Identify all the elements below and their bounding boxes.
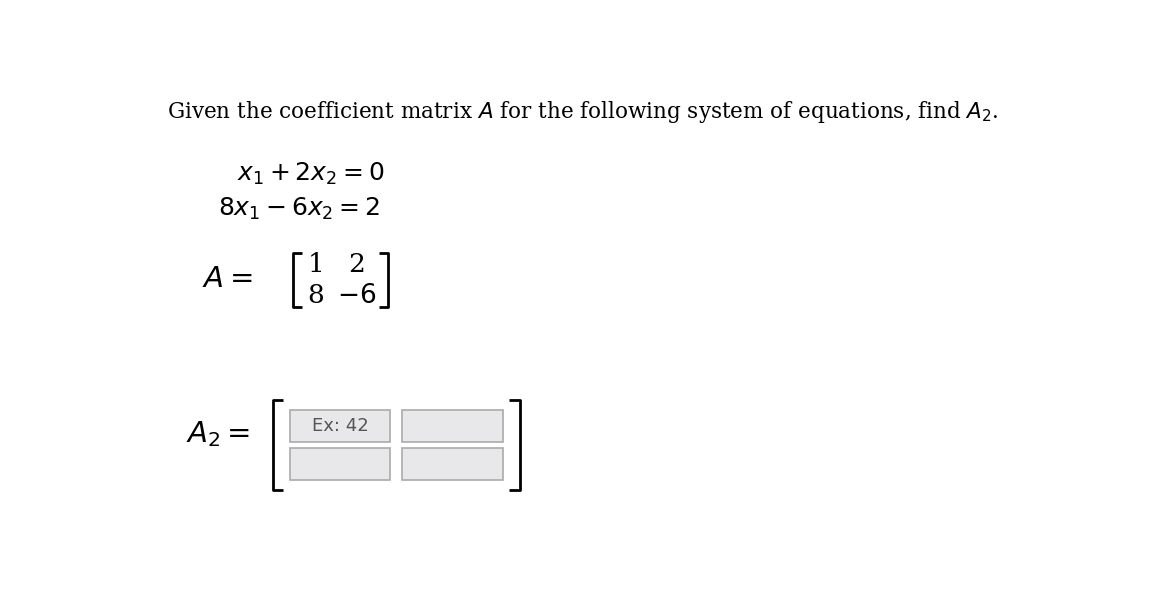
Text: $A =$: $A =$ (201, 265, 252, 292)
Text: Given the coefficient matrix $\mathit{A}$ for the following system of equations,: Given the coefficient matrix $\mathit{A}… (167, 99, 999, 125)
Bar (290, 409, 390, 442)
Text: 8: 8 (307, 283, 325, 308)
Bar (402, 448, 503, 481)
Text: 1: 1 (307, 253, 325, 277)
Text: $x_1 + 2x_2 = 0$: $x_1 + 2x_2 = 0$ (237, 161, 384, 187)
Text: Ex: 42: Ex: 42 (312, 417, 368, 435)
Text: 2: 2 (349, 253, 365, 277)
Bar (290, 448, 390, 481)
Bar (402, 409, 503, 442)
Text: $-6$: $-6$ (337, 283, 376, 308)
Text: $8x_1 - 6x_2 = 2$: $8x_1 - 6x_2 = 2$ (218, 195, 380, 222)
Text: $A_2 =$: $A_2 =$ (186, 419, 251, 449)
